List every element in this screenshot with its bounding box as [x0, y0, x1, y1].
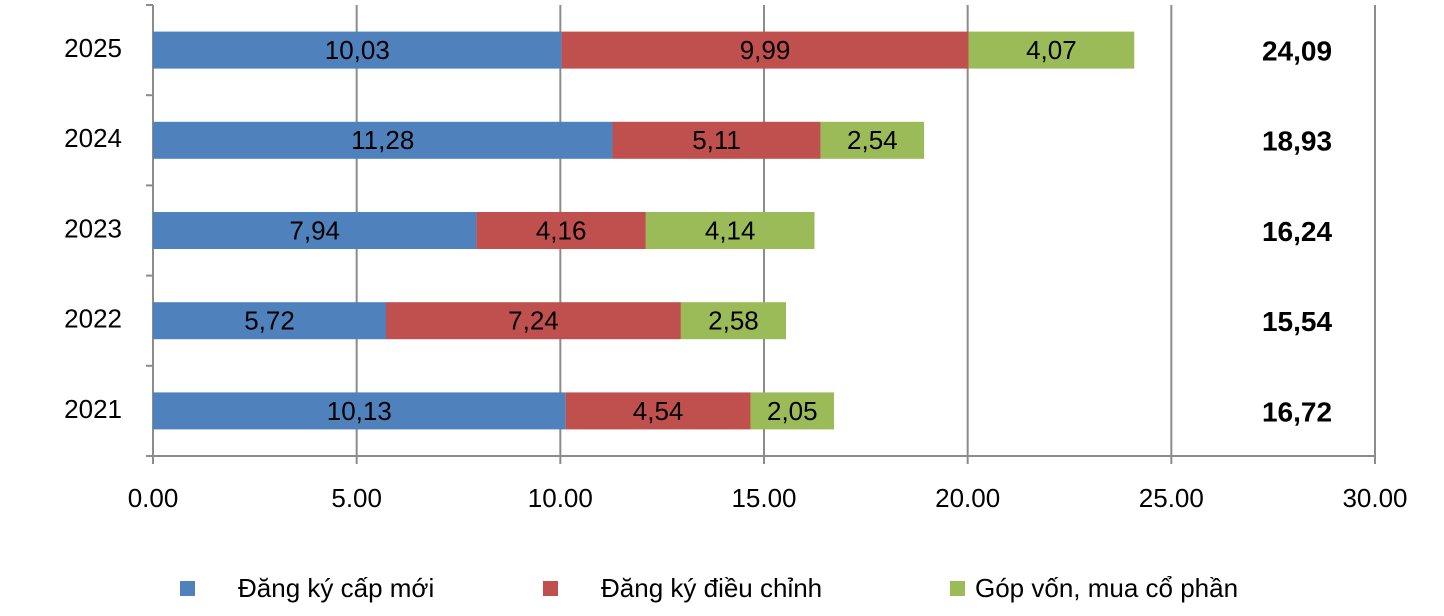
- x-tick-label: 20.00: [935, 483, 1000, 513]
- legend-label: Đăng ký cấp mới: [238, 573, 434, 603]
- data-label: 10,13: [327, 396, 392, 426]
- bar-segment: [153, 121, 613, 159]
- data-label: 7,24: [508, 306, 559, 336]
- data-label: 4,54: [633, 396, 684, 426]
- data-label: 10,03: [325, 35, 390, 65]
- data-label: 5,11: [692, 125, 741, 155]
- total-label: 15,54: [1262, 306, 1332, 337]
- y-tick-label: 2023: [64, 213, 122, 243]
- data-label: 2,54: [847, 125, 898, 155]
- x-tick-label: 30.00: [1342, 483, 1407, 513]
- bar-segment: [476, 212, 646, 249]
- total-label: 16,24: [1262, 216, 1332, 247]
- data-label: 2,05: [767, 396, 818, 426]
- bar-segment: [820, 121, 925, 159]
- bar-segment: [750, 392, 835, 430]
- data-label: 9,99: [740, 35, 791, 65]
- legend-label: Góp vốn, mua cổ phần: [975, 573, 1238, 603]
- y-tick-label: 2024: [64, 123, 122, 153]
- bar-segment: [645, 212, 815, 249]
- bar-segment: [612, 121, 821, 159]
- total-label: 24,09: [1262, 35, 1332, 66]
- total-label: 18,93: [1262, 126, 1332, 157]
- bar-segment: [680, 302, 786, 340]
- x-tick-label: 0.00: [128, 483, 179, 513]
- x-tick-label: 25.00: [1139, 483, 1204, 513]
- bar-segment: [153, 31, 562, 69]
- bar-segment: [153, 302, 386, 340]
- data-label: 4,07: [1026, 35, 1077, 65]
- bar-segment: [153, 212, 477, 249]
- y-tick-label: 2025: [64, 33, 122, 63]
- x-tick-label: 10.00: [528, 483, 593, 513]
- total-label: 16,72: [1262, 396, 1332, 427]
- legend-swatch: [543, 581, 558, 596]
- bar-segment: [565, 392, 751, 430]
- data-label: 4,16: [536, 215, 587, 245]
- bar-segment: [385, 302, 681, 340]
- x-tick-label: 5.00: [331, 483, 382, 513]
- y-tick-label: 2021: [64, 394, 122, 424]
- data-label: 2,58: [708, 306, 759, 336]
- y-tick-label: 2022: [64, 304, 122, 334]
- legend-swatch: [950, 581, 965, 596]
- data-label: 4,14: [705, 215, 756, 245]
- data-label: 11,28: [351, 125, 414, 155]
- bar-segment: [968, 31, 1135, 69]
- data-label: 5,72: [244, 306, 295, 336]
- x-tick-label: 15.00: [731, 483, 796, 513]
- bar-segment: [561, 31, 969, 69]
- data-label: 7,94: [289, 215, 340, 245]
- bar-segment: [153, 392, 566, 430]
- legend-swatch: [180, 581, 195, 596]
- legend-label: Đăng ký điều chỉnh: [601, 573, 822, 603]
